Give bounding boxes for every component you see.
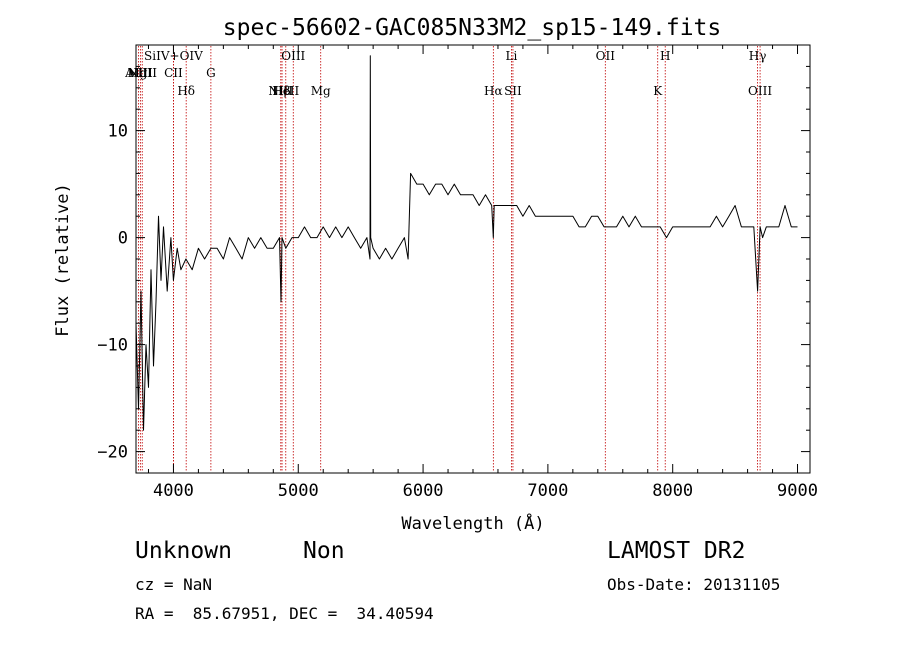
spectrum-series [135,55,798,431]
spectral-line-label: MgII [128,66,158,80]
plot-frame [135,44,811,474]
x-axis-label: Wavelength (Å) [401,512,544,534]
spectral-line-label: Mg [311,84,331,98]
x-tick-label: 6000 [403,481,444,501]
spectrum-line [135,55,798,431]
survey-name: LAMOST DR2 [607,538,746,564]
x-tick-label: 4000 [153,481,194,501]
spectral-line-label: H [660,49,670,63]
object-class: Unknown [135,538,232,564]
x-axis: 4000 5000 6000 7000 8000 9000 [147,45,818,501]
y-axis: −20 −10 0 10 [97,65,810,463]
spectral-line-label: Hγ [749,49,767,63]
spectral-line-label: Hβ [273,84,290,98]
spectral-line-label: G [206,66,216,80]
chart-title: spec-56602-GAC085N33M2_sp15-149.fits [223,15,722,41]
y-tick-label: −20 [97,443,128,463]
spectral-line-label: NIII [268,84,293,98]
x-tick-label: 9000 [777,481,818,501]
coordinates-readout: RA = 85.67951, DEC = 34.40594 [135,604,434,623]
y-axis-label: Flux (relative) [53,183,73,337]
spectral-line-markers: AlIIINIIIMgIISiIV+OIVCIIHδGNIIIHβOIIIHeI… [124,46,772,472]
redshift-readout: cz = NaN [135,575,213,594]
spectral-line-label: Hα [484,84,503,98]
object-subclass: Non [303,538,345,564]
x-tick-label: 7000 [527,481,568,501]
x-tick-label: 8000 [652,481,693,501]
spectral-line-label: K [653,84,663,98]
spectral-line-label: OIII [748,84,772,98]
spectral-line-label: CII [164,66,183,80]
obs-date: Obs-Date: 20131105 [607,575,781,594]
y-tick-label: 10 [108,122,128,142]
spectral-line-label: Hδ [177,84,195,98]
y-tick-label: 0 [118,229,128,249]
x-tick-label: 5000 [278,481,319,501]
spectral-line-label: AlIII [124,66,152,80]
spectral-line-label: Li [506,49,518,63]
spectral-line-label: OII [596,49,616,63]
spectral-line-label: NIII [128,66,153,80]
spectral-line-label: SII [504,84,522,98]
spectral-line-label: HeII [272,84,299,98]
spectral-line-label: OIII [281,49,305,63]
y-tick-label: −10 [97,336,128,356]
